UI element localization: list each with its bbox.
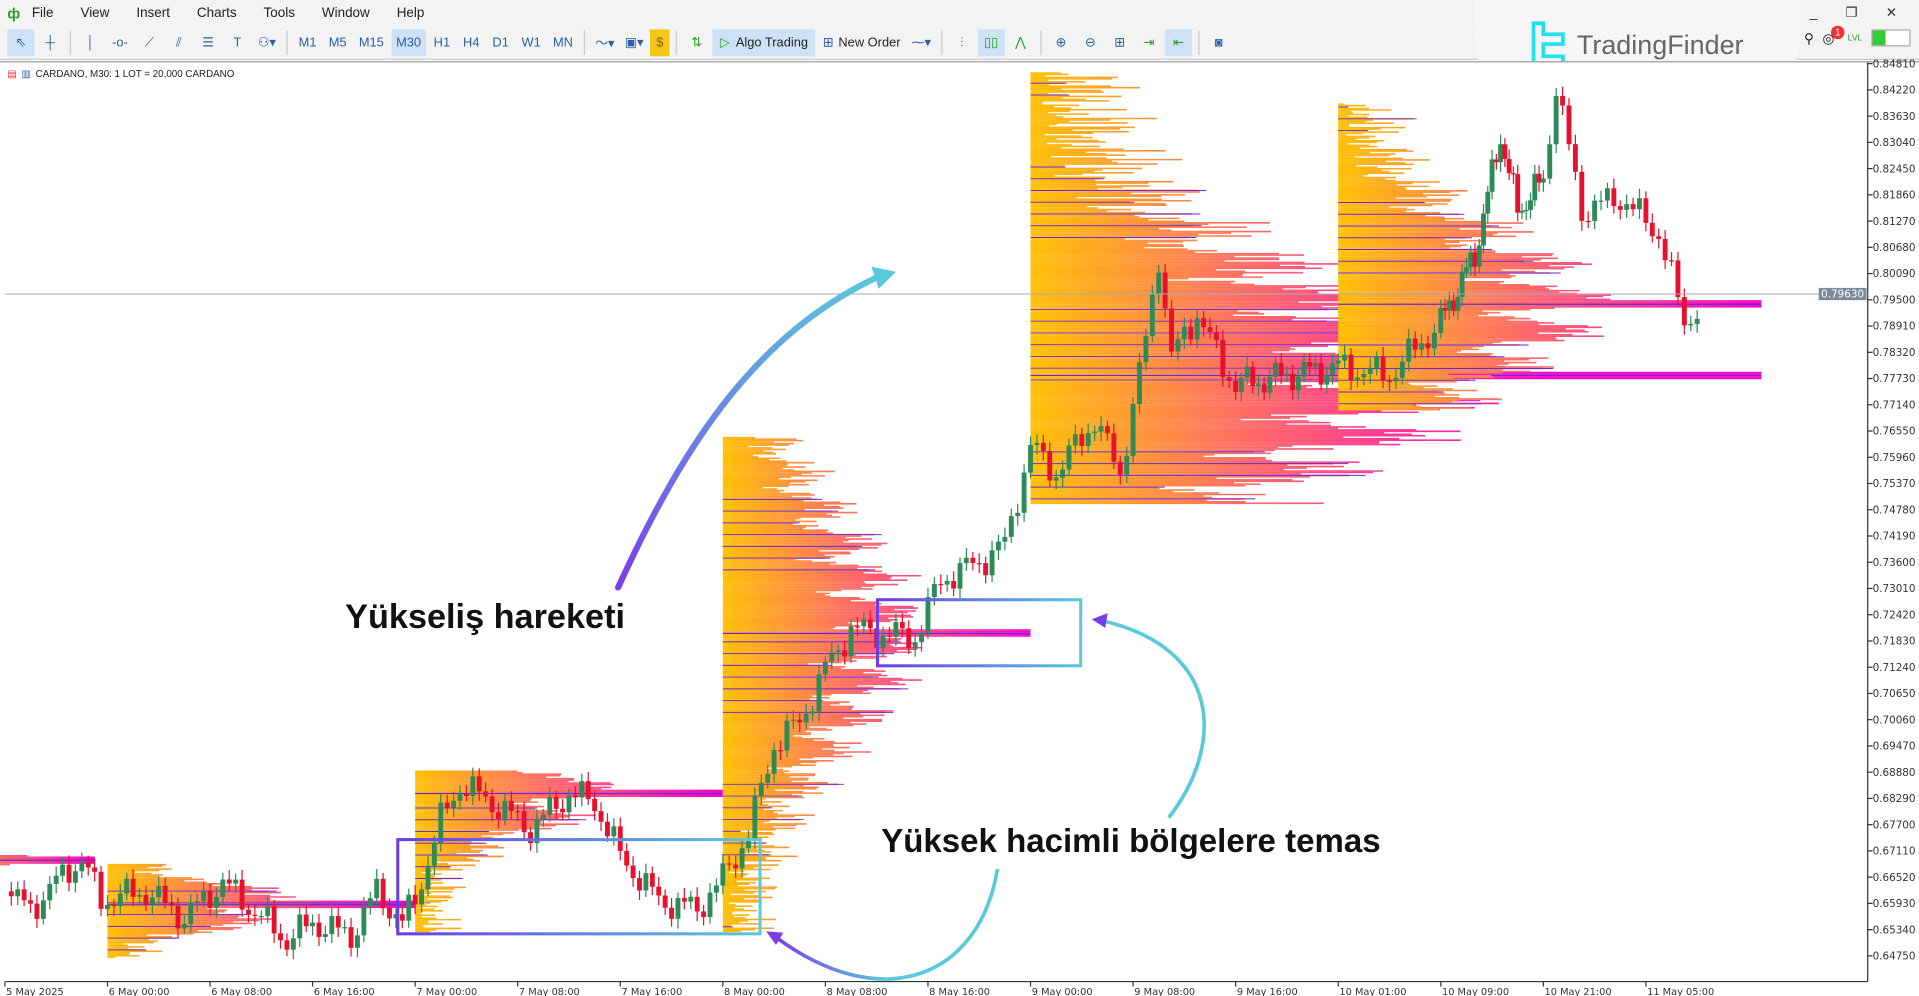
- tf-h1[interactable]: H1: [433, 35, 451, 51]
- menu-file[interactable]: File: [31, 6, 54, 21]
- tf-d1[interactable]: D1: [492, 35, 509, 51]
- chart-window[interactable]: ▤ ▥ CARDANO, M30: 1 LOT = 20,000 CARDANO: [0, 61, 1919, 996]
- algo-trading-button[interactable]: ▷ Algo Trading: [712, 29, 816, 57]
- text-icon[interactable]: T: [233, 35, 242, 51]
- line-chart-icon[interactable]: ⋀: [1015, 35, 1026, 51]
- bar-chart-icon[interactable]: ⫶: [960, 34, 964, 50]
- zoom-out-icon[interactable]: ⊖: [1084, 35, 1096, 51]
- menu-help[interactable]: Help: [396, 6, 425, 21]
- menu-window[interactable]: Window: [321, 6, 370, 21]
- divider: [69, 30, 71, 56]
- search-icon[interactable]: ⚲: [1804, 31, 1814, 46]
- screenshot-icon[interactable]: ◙: [1214, 35, 1223, 51]
- crosshair-icon[interactable]: ┼: [45, 35, 55, 51]
- fibonacci-icon[interactable]: ☰: [202, 35, 214, 51]
- new-order-icon: ⊞: [822, 35, 834, 51]
- symbol-icon: ▥: [21, 68, 31, 80]
- menu-insert[interactable]: Insert: [136, 6, 171, 21]
- signal-strength-bar: [1870, 29, 1911, 47]
- chart-symbol-info: CARDANO, M30: 1 LOT = 20,000 CARDANO: [35, 68, 235, 80]
- divider: [286, 30, 288, 56]
- app-logo-icon: ф: [7, 4, 21, 23]
- horizontal-line-icon[interactable]: -o-: [112, 35, 128, 51]
- menu-view[interactable]: View: [80, 6, 110, 21]
- candles-icon[interactable]: ▯▯: [977, 29, 1005, 57]
- window-controls[interactable]: _ ❐ ✕: [1809, 6, 1910, 21]
- play-icon: ▷: [719, 35, 730, 51]
- divider: [583, 30, 586, 56]
- tf-m1[interactable]: M1: [298, 35, 317, 51]
- chart-list-icon: ▤: [7, 68, 17, 80]
- trendline-icon[interactable]: ⟋: [144, 34, 154, 50]
- lvl-icon[interactable]: LVL: [1847, 33, 1863, 43]
- autoscroll-icon[interactable]: ⇥: [1143, 35, 1155, 51]
- account-icon[interactable]: ◎ 1: [1822, 25, 1845, 46]
- new-order-button[interactable]: ⊞ New Order: [818, 29, 906, 56]
- tf-h4[interactable]: H4: [463, 35, 480, 51]
- brand-name: TradingFinder: [1576, 29, 1744, 60]
- tf-m5[interactable]: M5: [328, 35, 347, 51]
- channel-icon[interactable]: ⫽: [175, 34, 182, 50]
- algo-trading-label: Algo Trading: [735, 35, 809, 51]
- chart-type-icon[interactable]: 〜▾: [595, 36, 615, 51]
- divider: [1197, 30, 1200, 56]
- new-order-label: New Order: [838, 35, 901, 51]
- tf-mn[interactable]: MN: [552, 35, 573, 51]
- zoom-in-icon[interactable]: ⊕: [1055, 35, 1067, 51]
- menu-tools[interactable]: Tools: [263, 6, 295, 21]
- indicators-icon[interactable]: ▣▾: [624, 35, 644, 51]
- dollar-icon[interactable]: $: [650, 29, 670, 57]
- signal-icon[interactable]: ⁓▾: [911, 35, 931, 51]
- shapes-icon[interactable]: ⚇▾: [257, 35, 276, 51]
- grid-icon[interactable]: ⊞: [1114, 35, 1125, 51]
- buy-sell-icon[interactable]: ⇅: [691, 35, 702, 51]
- divider: [940, 30, 943, 56]
- cursor-icon[interactable]: ⇖: [7, 29, 35, 57]
- tf-m30[interactable]: M30: [391, 29, 426, 57]
- notification-badge: 1: [1831, 25, 1845, 39]
- tf-m15[interactable]: M15: [358, 35, 384, 51]
- menu-charts[interactable]: Charts: [196, 6, 237, 21]
- chart-shift-icon[interactable]: ⇤: [1164, 29, 1192, 57]
- divider: [675, 30, 678, 56]
- tf-w1[interactable]: W1: [521, 35, 541, 51]
- vertical-line-icon[interactable]: │: [86, 35, 95, 51]
- divider: [1040, 30, 1042, 56]
- chart-header: ▤ ▥ CARDANO, M30: 1 LOT = 20,000 CARDANO: [7, 69, 234, 80]
